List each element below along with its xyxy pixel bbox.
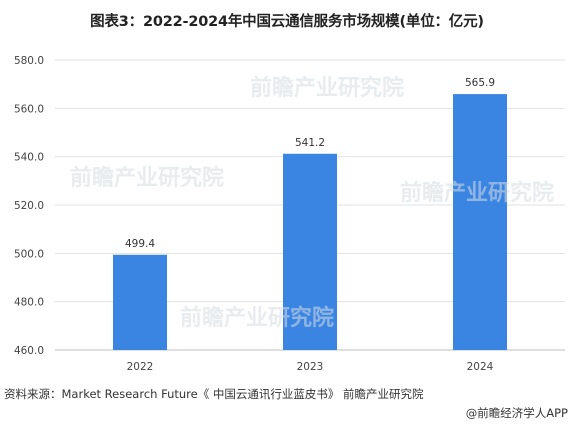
y-tick-label: 480.0 <box>14 297 44 309</box>
data-label: 499.4 <box>125 238 155 250</box>
bar <box>283 153 337 350</box>
x-tick-label: 2022 <box>127 361 154 373</box>
y-tick-label: 560.0 <box>14 103 44 115</box>
bar <box>113 254 167 350</box>
y-tick-label: 460.0 <box>14 345 44 357</box>
chart-title: 图表3：2022-2024年中国云通信服务市场规模(单位：亿元) <box>90 14 484 30</box>
data-label: 541.2 <box>295 137 325 149</box>
x-tick-label: 2023 <box>297 361 324 373</box>
y-tick-label: 580.0 <box>14 55 44 67</box>
bar <box>453 94 507 350</box>
credit-note: @前瞻经济学人APP <box>465 406 568 420</box>
watermark: 前瞻产业研究院 <box>180 306 335 331</box>
watermark: 前瞻产业研究院 <box>70 166 225 191</box>
watermark: 前瞻产业研究院 <box>400 181 555 206</box>
watermark: 前瞻产业研究院 <box>250 76 405 101</box>
y-tick-label: 520.0 <box>14 200 44 212</box>
source-note: 资料来源：Market Research Future《 中国云通讯行业蓝皮书》… <box>4 387 424 401</box>
y-tick-label: 500.0 <box>14 248 44 260</box>
y-tick-label: 540.0 <box>14 152 44 164</box>
x-tick-label: 2024 <box>467 361 494 373</box>
data-label: 565.9 <box>465 77 495 89</box>
